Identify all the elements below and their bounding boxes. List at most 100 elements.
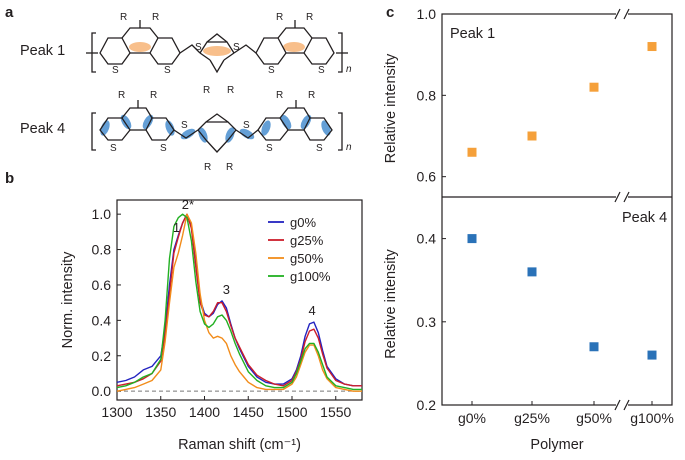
r-substituent: R — [276, 90, 283, 101]
s-atom: S — [268, 65, 275, 76]
peak4-marker — [527, 267, 537, 277]
axis-break-gap — [616, 401, 628, 409]
peak4-marker — [467, 234, 477, 244]
y-tick-label: 0.2 — [92, 348, 112, 364]
s-atom: S — [112, 65, 119, 76]
axis-break-gap — [616, 193, 628, 201]
r-substituent: R — [152, 12, 159, 23]
axis-break-mark — [614, 399, 621, 411]
s-atom: S — [110, 143, 117, 154]
y-tick-label: 0.2 — [417, 397, 437, 413]
series-line-g0 — [116, 213, 362, 387]
y-tick-label: 0.4 — [92, 312, 112, 328]
r-substituent: R — [276, 12, 283, 23]
panel-a-letter: a — [5, 4, 14, 21]
peak4-marker — [589, 342, 599, 352]
raman-spectrum-chart: 1300 1350 1400 1450 1500 1550 0.0 0.2 0.4 0.6 0.8 1… — [60, 197, 363, 453]
r-substituent: R — [120, 12, 127, 23]
blue-highlight — [142, 114, 154, 130]
peak-annotation: 3 — [223, 282, 230, 297]
x-tick-label: 1400 — [189, 404, 220, 420]
s-atom: S — [181, 120, 188, 131]
peak1-marker — [527, 131, 537, 141]
y-tick-label: 0.3 — [417, 314, 437, 330]
s-atom: S — [318, 65, 325, 76]
y-tick-label: 0.8 — [417, 87, 437, 103]
axis-break-mark — [614, 8, 621, 20]
peak1-marker — [647, 42, 657, 52]
subscript-n: n — [346, 142, 352, 153]
x-axis-title: Raman shift (cm⁻¹) — [178, 437, 301, 453]
axis-break-mark — [623, 191, 630, 203]
y-axis-title: Norm. intensity — [60, 251, 76, 348]
r-substituent: R — [203, 85, 210, 96]
peak4-panel-label: Peak 4 — [622, 210, 667, 226]
r-substituent: R — [227, 85, 234, 96]
axis-break-mark — [614, 191, 621, 203]
x-tick-label: g50% — [576, 410, 612, 426]
y-axis-title-top: Relative intensity — [383, 53, 399, 163]
y-tick-label: 0.6 — [92, 277, 112, 293]
y-tick-label: 0.8 — [92, 242, 112, 258]
axis-break-gap — [616, 10, 628, 18]
x-tick-label: 1450 — [233, 404, 264, 420]
y-tick-label: 1.0 — [92, 206, 112, 222]
x-tick-label: 1500 — [276, 404, 307, 420]
x-tick-label: g0% — [458, 410, 486, 426]
subscript-n: n — [346, 64, 352, 75]
orange-highlight — [203, 46, 231, 56]
peak-annotation: 1 — [173, 220, 180, 235]
panel-b-letter: b — [5, 170, 14, 187]
y-tick-label: 0.4 — [417, 231, 437, 247]
series-line-g50 — [116, 213, 362, 392]
panel-c-letter: c — [386, 4, 394, 21]
peak1-panel-label: Peak 1 — [450, 26, 495, 42]
blue-highlight — [100, 120, 110, 136]
r-substituent: R — [204, 162, 211, 173]
s-atom: S — [316, 143, 323, 154]
series-line-g100 — [116, 213, 362, 391]
blue-highlight — [225, 127, 235, 143]
r-substituent: R — [226, 162, 233, 173]
r-substituent: R — [308, 90, 315, 101]
r-substituent: R — [150, 90, 157, 101]
x-tick-label: g100% — [630, 410, 674, 426]
x-tick-label: 1550 — [320, 404, 351, 420]
y-tick-label: 1.0 — [417, 6, 437, 22]
blue-highlight — [120, 114, 132, 130]
peak-annotation: 4 — [309, 303, 316, 318]
x-tick-label: 1300 — [101, 404, 132, 420]
axis-break-mark — [623, 399, 630, 411]
blue-highlight — [280, 114, 292, 130]
r-substituent: R — [118, 90, 125, 101]
s-atom: S — [164, 65, 171, 76]
legend-label-g25: g25% — [290, 233, 324, 248]
plot-frame — [441, 13, 673, 406]
peak1-marker — [467, 147, 477, 157]
s-atom: S — [233, 42, 240, 53]
x-axis-title: Polymer — [530, 437, 583, 453]
legend-label-g0: g0% — [290, 215, 316, 230]
r-substituent: R — [306, 12, 313, 23]
peak4-atom-labels: R R S S S S R R R R S S n — [110, 90, 352, 173]
blue-highlight — [300, 114, 312, 130]
y-tick-label: 0.0 — [92, 383, 112, 399]
peak4-label: Peak 4 — [20, 121, 65, 137]
peak1-atom-labels: R R S S S S R R R R S S n — [112, 12, 352, 96]
series-line-g25 — [116, 213, 362, 387]
y-axis-title-bottom: Relative intensity — [383, 248, 399, 358]
y-tick-label: 0.6 — [417, 169, 437, 185]
x-tick-label: 1350 — [145, 404, 176, 420]
s-atom: S — [266, 143, 273, 154]
orange-highlight — [283, 42, 305, 52]
peak4-marker — [647, 350, 657, 360]
s-atom: S — [243, 120, 250, 131]
blue-highlight — [261, 120, 271, 136]
orange-highlight — [129, 42, 151, 52]
s-atom: S — [160, 143, 167, 154]
legend-label-g50: g50% — [290, 251, 324, 266]
relative-intensity-chart: 0.6 0.8 1.0 0.2 0.3 0.4 g0% g25% g50% g100% Polyme… — [383, 6, 674, 453]
peak4-molecule-structure — [91, 100, 343, 153]
legend-label-g100: g100% — [290, 269, 331, 284]
